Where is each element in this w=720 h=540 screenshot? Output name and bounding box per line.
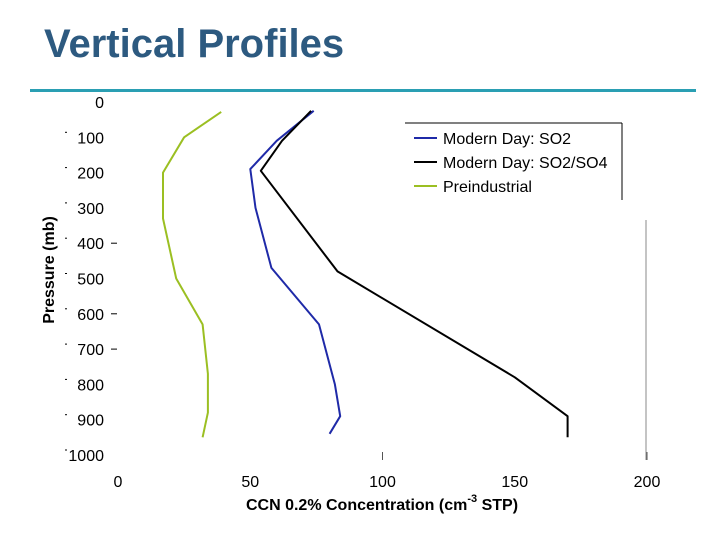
y-tick-label: 300 xyxy=(77,201,104,218)
y-tick-label: 900 xyxy=(77,413,104,430)
y-tick-label: 600 xyxy=(77,307,104,324)
series-line-2 xyxy=(259,110,569,438)
x-axis-title: CCN 0.2% Concentration (cm-3 STP) xyxy=(246,493,518,514)
x-tick-label: 100 xyxy=(369,474,396,491)
x-axis-title-main: CCN 0.2% Concentration (cm xyxy=(246,497,467,514)
y-tick-label: 800 xyxy=(77,377,104,394)
x-axis-title-exponent: -3 xyxy=(467,493,477,505)
legend-label-1: Modern Day: SO2 xyxy=(443,131,571,148)
y-tick-label: 500 xyxy=(77,272,104,289)
y-tick-label: 200 xyxy=(77,166,104,183)
legend-label-2: Modern Day: SO2/SO4 xyxy=(443,155,608,172)
legend-box xyxy=(405,122,622,200)
y-tick-label: 100 xyxy=(77,130,104,147)
chart-axes: 0 100 200 300 400 500 600 700 800 900 1000 0 50 100 15… xyxy=(65,95,660,491)
series-line-3 xyxy=(162,111,222,438)
x-axis-title-tail: STP) xyxy=(477,497,518,514)
series-layer xyxy=(162,110,569,438)
title-rule xyxy=(30,89,696,92)
chart-legend: Modern Day: SO2 Modern Day: SO2/SO4 Preind… xyxy=(405,122,623,200)
series-line-1 xyxy=(249,110,342,435)
y-tick-label: 700 xyxy=(77,342,104,359)
x-tick-label: 150 xyxy=(501,474,528,491)
y-tick-label: 400 xyxy=(77,236,104,253)
slide-title: Vertical Profiles xyxy=(44,22,345,66)
x-tick-label: 50 xyxy=(241,474,259,491)
x-tick-label: 200 xyxy=(634,474,661,491)
y-tick-label: 1000 xyxy=(68,448,104,465)
y-axis-title: Pressure (mb) xyxy=(41,216,58,324)
legend-label-3: Preindustrial xyxy=(443,179,532,196)
y-tick-label: 0 xyxy=(95,95,104,112)
x-tick-label: 0 xyxy=(114,474,123,491)
